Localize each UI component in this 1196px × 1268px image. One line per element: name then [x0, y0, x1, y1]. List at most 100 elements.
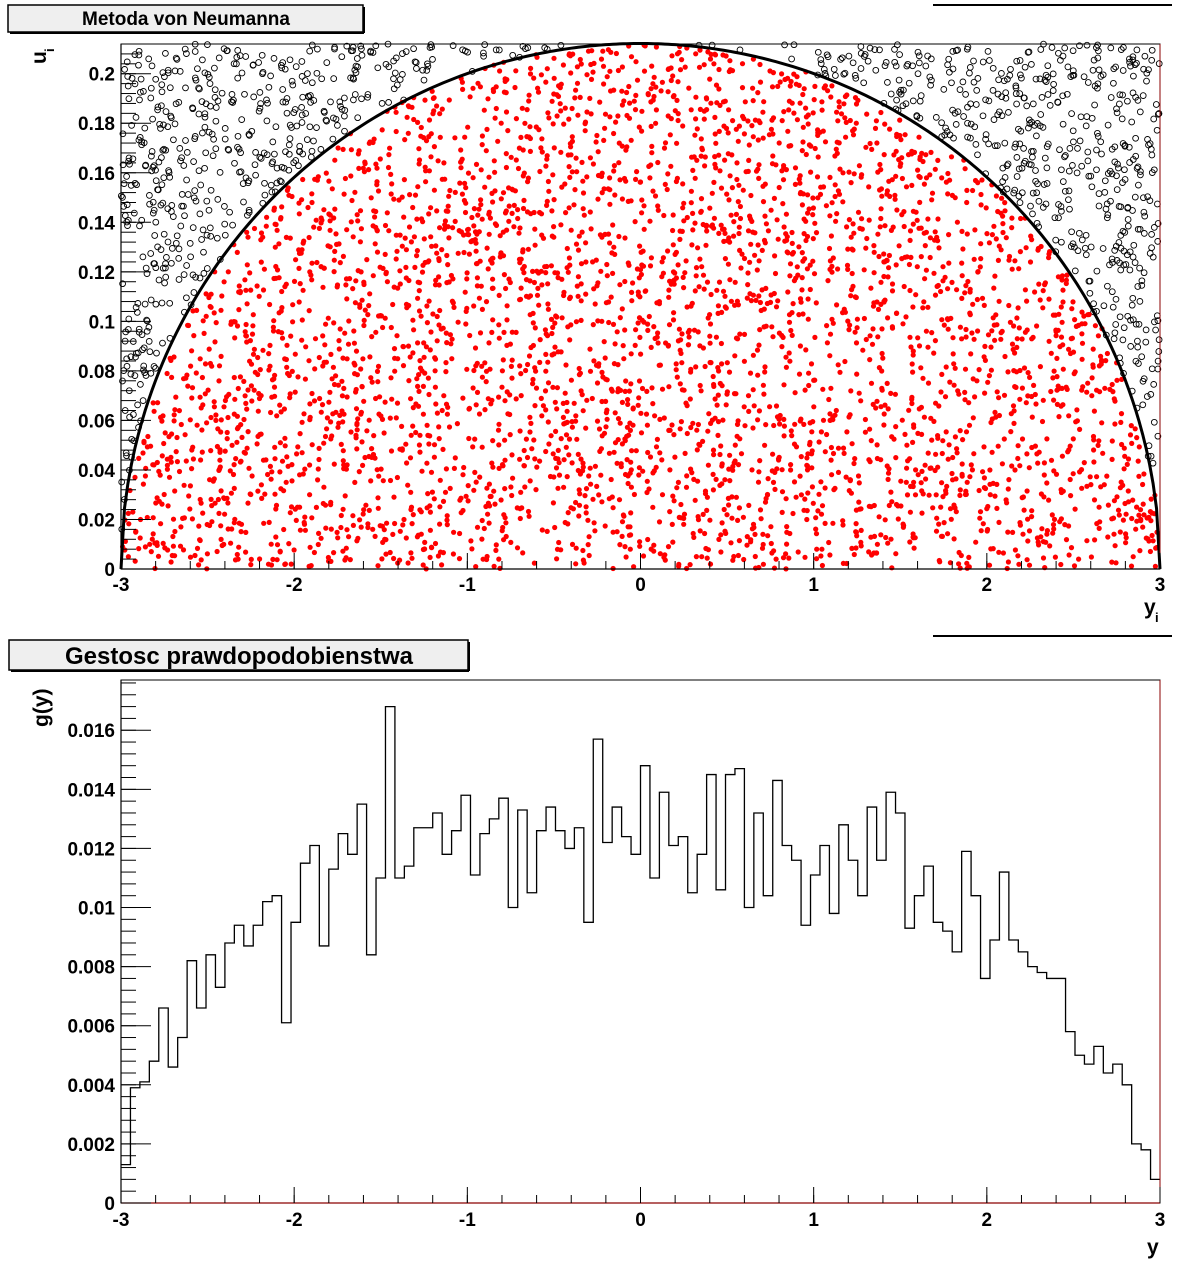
accepted-point	[608, 49, 614, 55]
accepted-point	[904, 492, 911, 498]
accepted-point	[855, 473, 862, 479]
accepted-point	[458, 165, 464, 171]
accepted-point	[745, 228, 752, 234]
accepted-point	[821, 85, 827, 91]
accepted-point	[428, 205, 434, 211]
accepted-point	[296, 250, 303, 256]
accepted-point	[321, 484, 327, 490]
accepted-point	[811, 97, 817, 103]
accepted-point	[299, 419, 305, 425]
accepted-point	[391, 494, 397, 500]
accepted-point	[1039, 526, 1045, 532]
accepted-point	[1026, 562, 1033, 568]
accepted-point	[550, 451, 556, 457]
accepted-point	[214, 548, 220, 555]
accepted-point	[624, 89, 630, 96]
accepted-point	[638, 410, 644, 416]
rejected-point	[291, 106, 299, 113]
accepted-point	[355, 535, 361, 541]
rejected-point	[123, 362, 131, 370]
accepted-point	[511, 202, 517, 208]
accepted-point	[544, 333, 551, 339]
rejected-point	[234, 74, 242, 82]
accepted-point	[1012, 384, 1018, 390]
rejected-point	[159, 69, 167, 76]
accepted-point	[364, 257, 370, 263]
accepted-point	[770, 479, 777, 485]
accepted-point	[1054, 387, 1060, 393]
accepted-point	[697, 256, 703, 262]
rejected-point	[278, 64, 286, 72]
accepted-point	[1037, 364, 1043, 370]
accepted-point	[533, 385, 540, 391]
accepted-point	[943, 429, 949, 435]
accepted-point	[713, 82, 720, 88]
accepted-point	[1002, 208, 1008, 214]
accepted-point	[995, 443, 1001, 449]
accepted-point	[513, 68, 519, 74]
rejected-point	[1055, 214, 1062, 222]
accepted-point	[675, 479, 682, 485]
accepted-point	[237, 459, 243, 465]
accepted-point	[970, 301, 976, 307]
accepted-point	[697, 382, 703, 389]
rejected-point	[1046, 102, 1054, 109]
accepted-point	[707, 333, 713, 339]
accepted-point	[910, 369, 916, 375]
accepted-point	[1060, 402, 1066, 408]
accepted-point	[614, 529, 620, 535]
accepted-point	[729, 515, 735, 521]
accepted-point	[466, 405, 473, 411]
accepted-point	[963, 429, 970, 435]
accepted-point	[720, 417, 726, 423]
accepted-point	[840, 445, 847, 451]
accepted-point	[1068, 493, 1074, 499]
rejected-point	[169, 213, 177, 220]
rejected-point	[183, 50, 190, 57]
accepted-point	[1079, 309, 1085, 315]
accepted-point	[567, 337, 573, 343]
rejected-point	[1134, 163, 1142, 171]
accepted-point	[928, 415, 934, 421]
accepted-point	[887, 126, 893, 132]
rejected-point	[123, 452, 130, 460]
accepted-point	[356, 469, 362, 475]
accepted-point	[695, 245, 701, 251]
accepted-point	[355, 218, 361, 224]
accepted-point	[272, 244, 278, 250]
accepted-point	[853, 521, 859, 527]
accepted-point	[491, 488, 497, 494]
accepted-point	[545, 301, 551, 307]
rejected-point	[259, 68, 267, 76]
rejected-point	[982, 96, 989, 104]
rejected-point	[1050, 80, 1057, 88]
accepted-point	[218, 523, 224, 529]
accepted-point	[1012, 258, 1018, 264]
accepted-point	[242, 393, 248, 399]
accepted-point	[278, 486, 284, 492]
accepted-point	[1113, 560, 1119, 566]
accepted-point	[688, 424, 694, 431]
rejected-point	[145, 338, 153, 345]
rejected-point	[419, 66, 427, 74]
accepted-point	[992, 409, 998, 415]
accepted-point	[650, 81, 656, 87]
rejected-point	[788, 55, 795, 63]
accepted-point	[1010, 529, 1016, 536]
accepted-point	[576, 513, 582, 519]
accepted-point	[545, 178, 552, 185]
accepted-point	[147, 541, 153, 547]
accepted-point	[542, 264, 548, 270]
accepted-point	[653, 107, 660, 113]
accepted-point	[702, 363, 708, 370]
accepted-point	[960, 246, 966, 252]
accepted-point	[393, 232, 399, 238]
accepted-point	[478, 167, 484, 173]
accepted-point	[882, 402, 888, 408]
accepted-point	[830, 520, 836, 526]
accepted-point	[662, 181, 668, 187]
accepted-point	[893, 173, 899, 179]
rejected-point	[141, 124, 149, 132]
accepted-point	[403, 275, 409, 281]
rejected-point	[364, 91, 372, 98]
